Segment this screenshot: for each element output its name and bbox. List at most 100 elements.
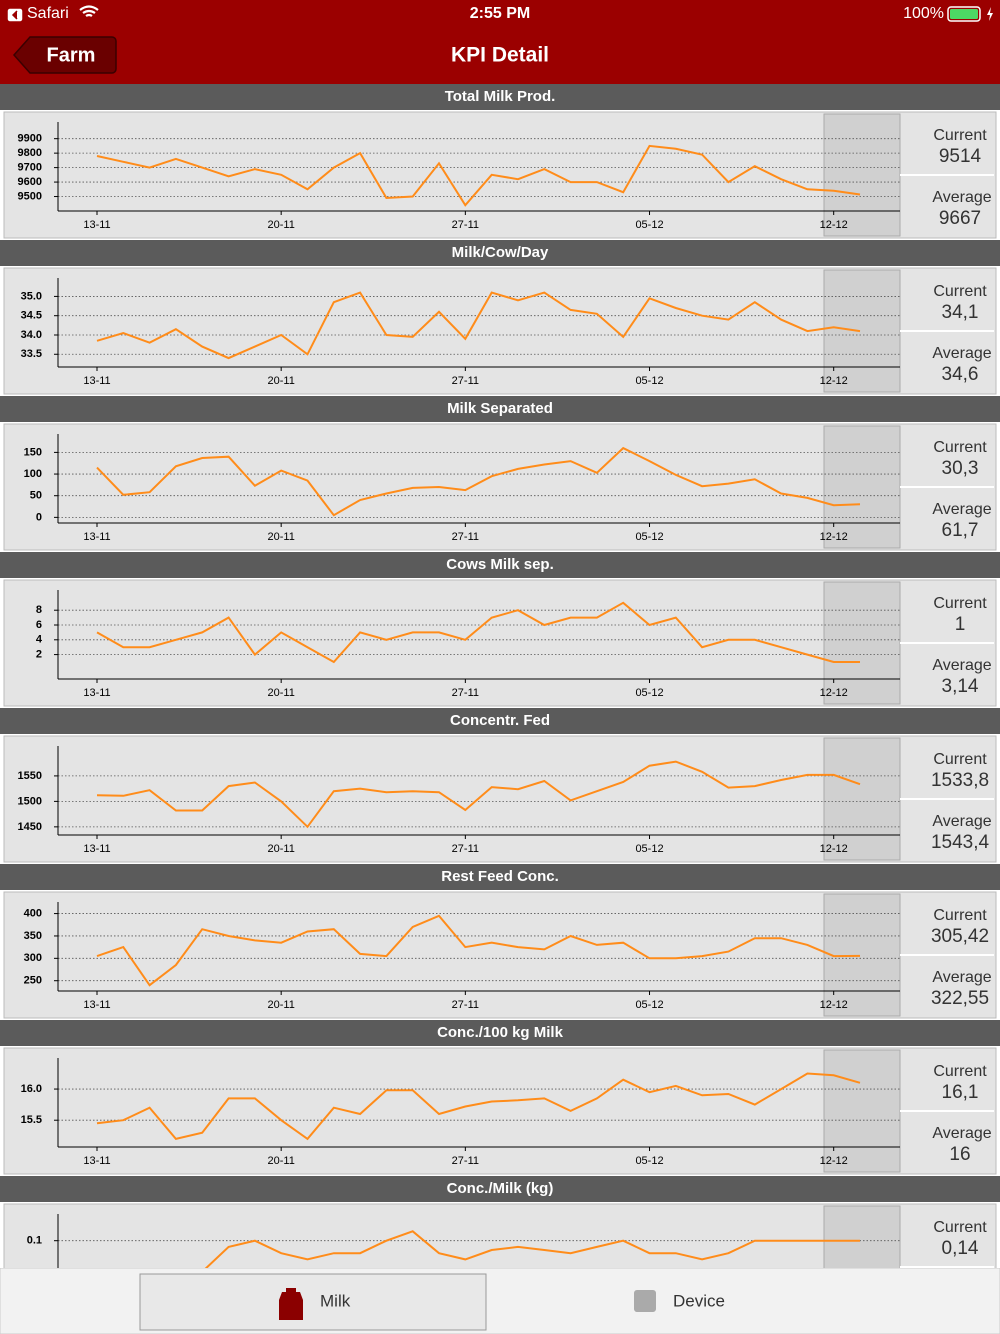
x-tick-label: 12-12 (820, 375, 848, 387)
x-tick-label: 12-12 (820, 531, 848, 543)
x-tick-label: 12-12 (820, 843, 848, 855)
y-tick-label: 1500 (18, 795, 42, 807)
section-header (0, 552, 1000, 578)
x-tick-label: 27-11 (452, 531, 479, 543)
clock: 2:55 PM (470, 5, 530, 22)
charging-icon (987, 7, 993, 21)
kpi-line (96, 291, 861, 360)
x-tick-label: 05-12 (635, 687, 663, 699)
y-tick-label: 9800 (18, 147, 42, 159)
x-tick-label: 13-11 (83, 219, 110, 231)
current-label: Current (933, 595, 987, 612)
current-period-shade (823, 113, 901, 237)
current-value: 0,14 (942, 1238, 979, 1259)
battery-percent: 100% (903, 5, 944, 22)
y-tick-label: 2 (36, 648, 42, 660)
y-tick-label: 9900 (18, 133, 42, 145)
current-label: Current (933, 283, 987, 300)
x-tick-label: 13-11 (83, 843, 110, 855)
average-label: Average (932, 1125, 991, 1142)
current-value: 30,3 (942, 458, 979, 479)
back-button[interactable] (12, 36, 117, 74)
x-tick-label: 27-11 (452, 999, 479, 1011)
section-header (0, 708, 1000, 734)
tab-label[interactable]: Milk (320, 1291, 351, 1310)
x-tick-label: 27-11 (452, 687, 479, 699)
section-title: Conc./Milk (kg) (447, 1180, 554, 1197)
y-tick-label: 0.1 (27, 1235, 42, 1247)
average-value: 1543,4 (931, 832, 990, 853)
x-tick-label: 20-11 (268, 219, 295, 231)
current-value: 16,1 (942, 1082, 979, 1103)
kpi-line (96, 601, 860, 664)
section-title: Total Milk Prod. (445, 88, 556, 105)
current-label: Current (933, 439, 987, 456)
section-header (0, 240, 1000, 266)
device-icon (634, 1290, 656, 1312)
x-tick-label: 20-11 (268, 843, 295, 855)
x-tick-label: 27-11 (452, 375, 479, 387)
tab-label[interactable]: Device (673, 1291, 725, 1310)
y-tick-label: 350 (24, 930, 42, 942)
current-label: Current (933, 751, 987, 768)
y-tick-label: 300 (24, 952, 42, 964)
average-label: Average (932, 189, 991, 206)
y-tick-label: 50 (30, 490, 42, 502)
y-tick-label: 16.0 (21, 1083, 42, 1095)
x-tick-label: 05-12 (635, 531, 663, 543)
y-tick-label: 400 (24, 907, 42, 919)
battery-level (950, 9, 978, 19)
x-tick-label: 20-11 (268, 375, 295, 387)
average-label: Average (932, 657, 991, 674)
y-tick-label: 0 (36, 511, 42, 523)
y-tick-label: 1450 (18, 821, 42, 833)
section-title: Milk Separated (447, 400, 553, 417)
average-value: 16 (949, 1144, 970, 1165)
kpi-line (96, 144, 861, 207)
wifi-icon (79, 5, 99, 17)
section-header (0, 396, 1000, 422)
y-tick-label: 250 (24, 975, 42, 987)
current-value: 1 (955, 614, 966, 635)
back-label[interactable]: Farm (47, 44, 96, 66)
current-period-shade (823, 737, 901, 861)
tab-selected-bg[interactable] (139, 1273, 487, 1331)
x-tick-label: 27-11 (452, 1155, 479, 1167)
average-value: 61,7 (942, 520, 979, 541)
kpi-line (97, 1230, 860, 1273)
x-tick-label: 12-12 (820, 687, 848, 699)
x-tick-label: 13-11 (83, 375, 110, 387)
current-period-shade (823, 581, 901, 705)
y-tick-label: 33.5 (21, 348, 42, 360)
section-title: Milk/Cow/Day (452, 244, 549, 261)
average-value: 322,55 (931, 988, 989, 1009)
current-value: 1533,8 (931, 770, 989, 791)
kpi-line (96, 446, 861, 517)
x-tick-label: 05-12 (635, 999, 663, 1011)
x-tick-label: 05-12 (635, 219, 663, 231)
section-header (0, 864, 1000, 890)
section-title: Concentr. Fed (450, 712, 550, 729)
x-tick-label: 05-12 (635, 1155, 663, 1167)
average-value: 9667 (939, 208, 981, 229)
y-tick-label: 6 (36, 619, 42, 631)
x-tick-label: 13-11 (83, 531, 110, 543)
section-header (0, 1176, 1000, 1202)
x-tick-label: 05-12 (635, 843, 663, 855)
x-tick-label: 20-11 (268, 531, 295, 543)
x-tick-label: 12-12 (820, 999, 848, 1011)
nav-title: KPI Detail (451, 44, 549, 67)
average-label: Average (932, 501, 991, 518)
x-tick-label: 13-11 (83, 999, 110, 1011)
section-title: Conc./100 kg Milk (437, 1024, 564, 1041)
section-title: Cows Milk sep. (446, 556, 554, 573)
x-tick-label: 20-11 (268, 999, 295, 1011)
current-value: 34,1 (942, 302, 979, 323)
y-tick-label: 35.0 (21, 290, 42, 302)
current-value: 305,42 (931, 926, 989, 947)
carrier: Safari (27, 5, 69, 22)
current-label: Current (933, 127, 987, 144)
current-label: Current (933, 1063, 987, 1080)
kpi-line (96, 914, 861, 987)
